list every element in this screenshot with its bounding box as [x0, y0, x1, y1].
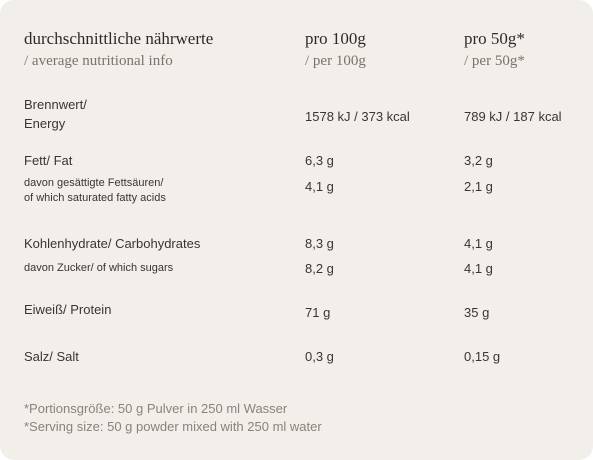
row-label-salt: Salz/ Salt [24, 349, 79, 364]
value-energy-per100: 1578 kJ / 373 kcal [305, 109, 410, 124]
row-label-line1: Brennwert/ [24, 97, 87, 112]
value-sugars-per50: 4,1 g [464, 261, 493, 276]
value-protein-per100: 71 g [305, 305, 331, 320]
column-header-nutrient: durchschnittliche nährwerte [24, 29, 214, 48]
row-label-fat: Fett/ Fat [24, 153, 73, 168]
footnote-line2: *Serving size: 50 g powder mixed with 25… [24, 419, 322, 434]
value-sugars-per100: 8,2 g [305, 261, 334, 276]
row-label-energy: Brennwert/ Energy [24, 95, 87, 133]
value-salt-per50: 0,15 g [464, 349, 501, 364]
row-label-line2: of which saturated fatty acids [24, 192, 166, 204]
column-subheader-nutrient: / average nutritional info [24, 53, 173, 69]
row-label-line1: davon gesättigte Fettsäuren/ [24, 177, 164, 189]
row-label-line2: Energy [24, 116, 66, 131]
column-header-per100: pro 100g [305, 29, 366, 48]
value-salt-per100: 0,3 g [305, 349, 334, 364]
row-label-protein: Eiweiß/ Protein [24, 302, 112, 317]
value-saturated-per50: 2,1 g [464, 179, 493, 194]
value-protein-per50: 35 g [464, 305, 490, 320]
value-fat-per100: 6,3 g [305, 153, 334, 168]
column-subheader-per50: / per 50g* [464, 53, 525, 69]
column-subheader-per100: / per 100g [305, 53, 366, 69]
value-carbs-per50: 4,1 g [464, 236, 493, 251]
row-label-carbohydrates: Kohlenhydrate/ Carbohydrates [24, 236, 201, 251]
value-energy-per50: 789 kJ / 187 kcal [464, 109, 562, 124]
footnote-line1: *Portionsgröße: 50 g Pulver in 250 ml Wa… [24, 401, 288, 416]
footnote: *Portionsgröße: 50 g Pulver in 250 ml Wa… [24, 400, 322, 436]
column-header-per50: pro 50g* [464, 29, 525, 48]
row-label-sugars: davon Zucker/ of which sugars [24, 262, 174, 274]
value-saturated-per100: 4,1 g [305, 179, 334, 194]
value-fat-per50: 3,2 g [464, 153, 493, 168]
row-label-saturated-fat: davon gesättigte Fettsäuren/ of which sa… [24, 176, 166, 206]
value-carbs-per100: 8,3 g [305, 236, 334, 251]
